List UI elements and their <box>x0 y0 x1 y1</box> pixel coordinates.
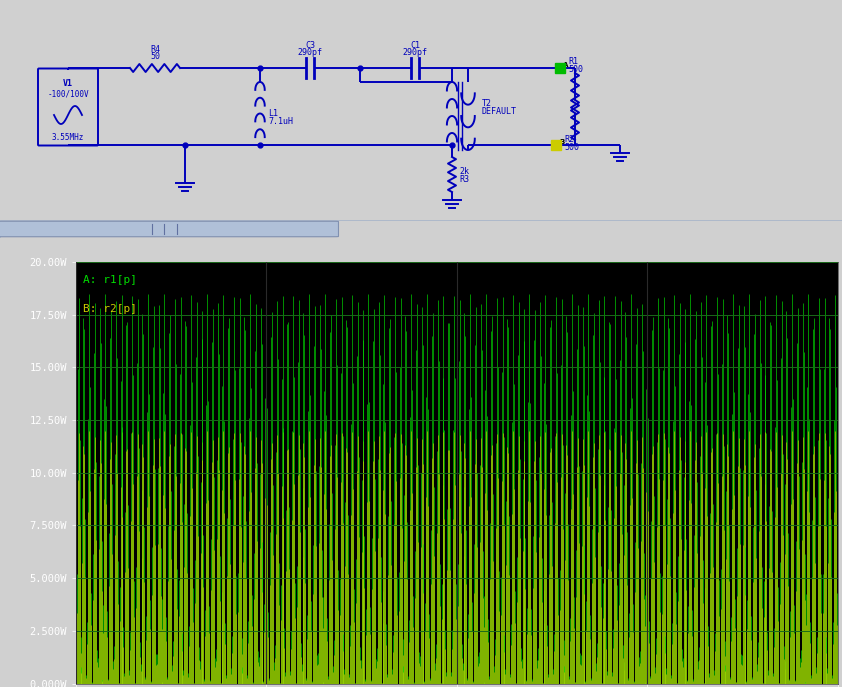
FancyBboxPatch shape <box>0 221 338 237</box>
Text: R3: R3 <box>459 175 469 185</box>
Text: 7.1uH: 7.1uH <box>268 117 293 126</box>
Text: A: A <box>563 62 568 68</box>
Text: A: r1[p]: A: r1[p] <box>83 275 137 284</box>
Text: 50: 50 <box>150 52 160 61</box>
Text: 2k: 2k <box>459 168 469 177</box>
Text: R2: R2 <box>564 135 574 144</box>
Text: 3.55MHz: 3.55MHz <box>52 133 84 142</box>
Text: C1: C1 <box>410 41 420 50</box>
Text: B: r2[p]: B: r2[p] <box>83 304 137 314</box>
Text: L1: L1 <box>268 109 278 117</box>
Text: V1: V1 <box>63 80 73 89</box>
Text: T2: T2 <box>482 98 492 107</box>
Text: B: B <box>559 139 564 145</box>
Text: 290pf: 290pf <box>297 48 322 57</box>
Text: C3: C3 <box>305 41 315 50</box>
Text: R4: R4 <box>150 45 160 54</box>
Text: DEFAULT: DEFAULT <box>482 107 517 117</box>
Text: 290pf: 290pf <box>402 48 428 57</box>
Text: -100/100V: -100/100V <box>47 89 88 98</box>
Text: 500: 500 <box>568 65 583 74</box>
Text: R1: R1 <box>568 58 578 67</box>
Text: 500: 500 <box>564 142 579 152</box>
